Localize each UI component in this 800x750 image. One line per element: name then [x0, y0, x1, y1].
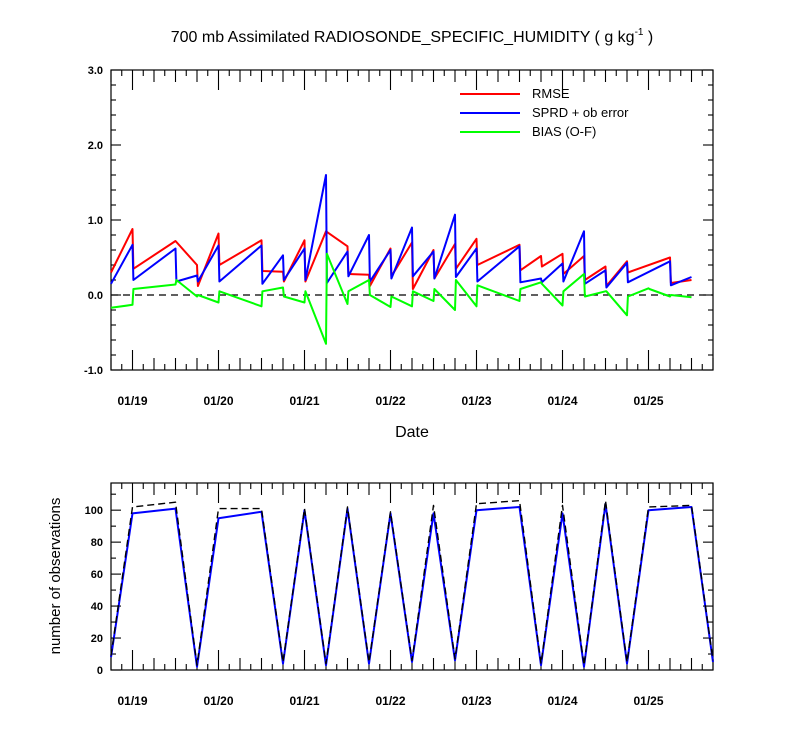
legend-label-bias-o-f: BIAS (O-F)	[532, 124, 596, 139]
x-tick-label-01-20: 01/20	[203, 394, 233, 408]
bottom-series-lines	[110, 499, 714, 668]
top-x-tick-labels: 01/19 01/20 01/21 01/22 01/23 01/24 01/25	[117, 394, 663, 408]
x-tick-label-01-25: 01/25	[633, 694, 663, 708]
series-line-possible	[110, 499, 714, 666]
legend-label-sprd-ob-error: SPRD + ob error	[532, 105, 629, 120]
y-tick-label-2-0: 2.0	[88, 140, 103, 152]
x-tick-label-01-25: 01/25	[633, 394, 663, 408]
y-tick-label-1-0: 1.0	[88, 215, 103, 227]
x-axis-label: Date	[395, 424, 429, 441]
top-series-lines	[110, 174, 692, 345]
legend: RMSE SPRD + ob error BIAS (O-F)	[460, 86, 629, 139]
x-tick-label-01-24: 01/24	[547, 394, 577, 408]
y-tick-label-0-0: 0.0	[88, 290, 103, 302]
chart-title: 700 mb Assimilated RADIOSONDE_SPECIFIC_H…	[171, 27, 654, 46]
x-tick-label-01-22: 01/22	[375, 694, 405, 708]
x-tick-label-01-21: 01/21	[289, 394, 319, 408]
x-tick-label-01-23: 01/23	[461, 694, 491, 708]
x-tick-label-01-20: 01/20	[203, 694, 233, 708]
x-tick-label-01-19: 01/19	[117, 694, 147, 708]
top-y-tick-labels: -1.0 0.0 1.0 2.0 3.0	[84, 65, 103, 377]
x-tick-label-01-19: 01/19	[117, 394, 147, 408]
x-tick-label-01-21: 01/21	[289, 694, 319, 708]
y-tick-label-20: 20	[91, 633, 103, 645]
top-panel: -1.00.01.02.03.0 01/19 01/20 01/21 01/22 01/…	[84, 65, 714, 441]
y-tick-label-100: 100	[85, 505, 103, 517]
y-tick-label-60: 60	[91, 569, 103, 581]
y-tick-label-80: 80	[91, 537, 103, 549]
y-tick-label-3-0: 3.0	[88, 65, 103, 77]
series-line-assimilated	[110, 502, 714, 668]
top-ticks	[110, 69, 714, 371]
y-tick-label-40: 40	[91, 601, 103, 613]
y-tick-label-0: 0	[97, 665, 103, 677]
x-tick-label-01-23: 01/23	[461, 394, 491, 408]
x-tick-label-01-22: 01/22	[375, 394, 405, 408]
x-tick-label-01-24: 01/24	[547, 694, 577, 708]
bottom-x-tick-labels: 01/19 01/20 01/21 01/22 01/23 01/24 01/25	[117, 694, 663, 708]
legend-label-rmse: RMSE	[532, 86, 570, 101]
series-line-sprd-ob-error	[110, 174, 692, 289]
series-line-bias-o-f	[110, 252, 692, 345]
bottom-y-tick-labels: 0 20 40 60 80 100	[85, 505, 103, 677]
y-tick-label-1-0: -1.0	[84, 365, 103, 377]
y-axis-label: number of observations	[47, 498, 64, 655]
